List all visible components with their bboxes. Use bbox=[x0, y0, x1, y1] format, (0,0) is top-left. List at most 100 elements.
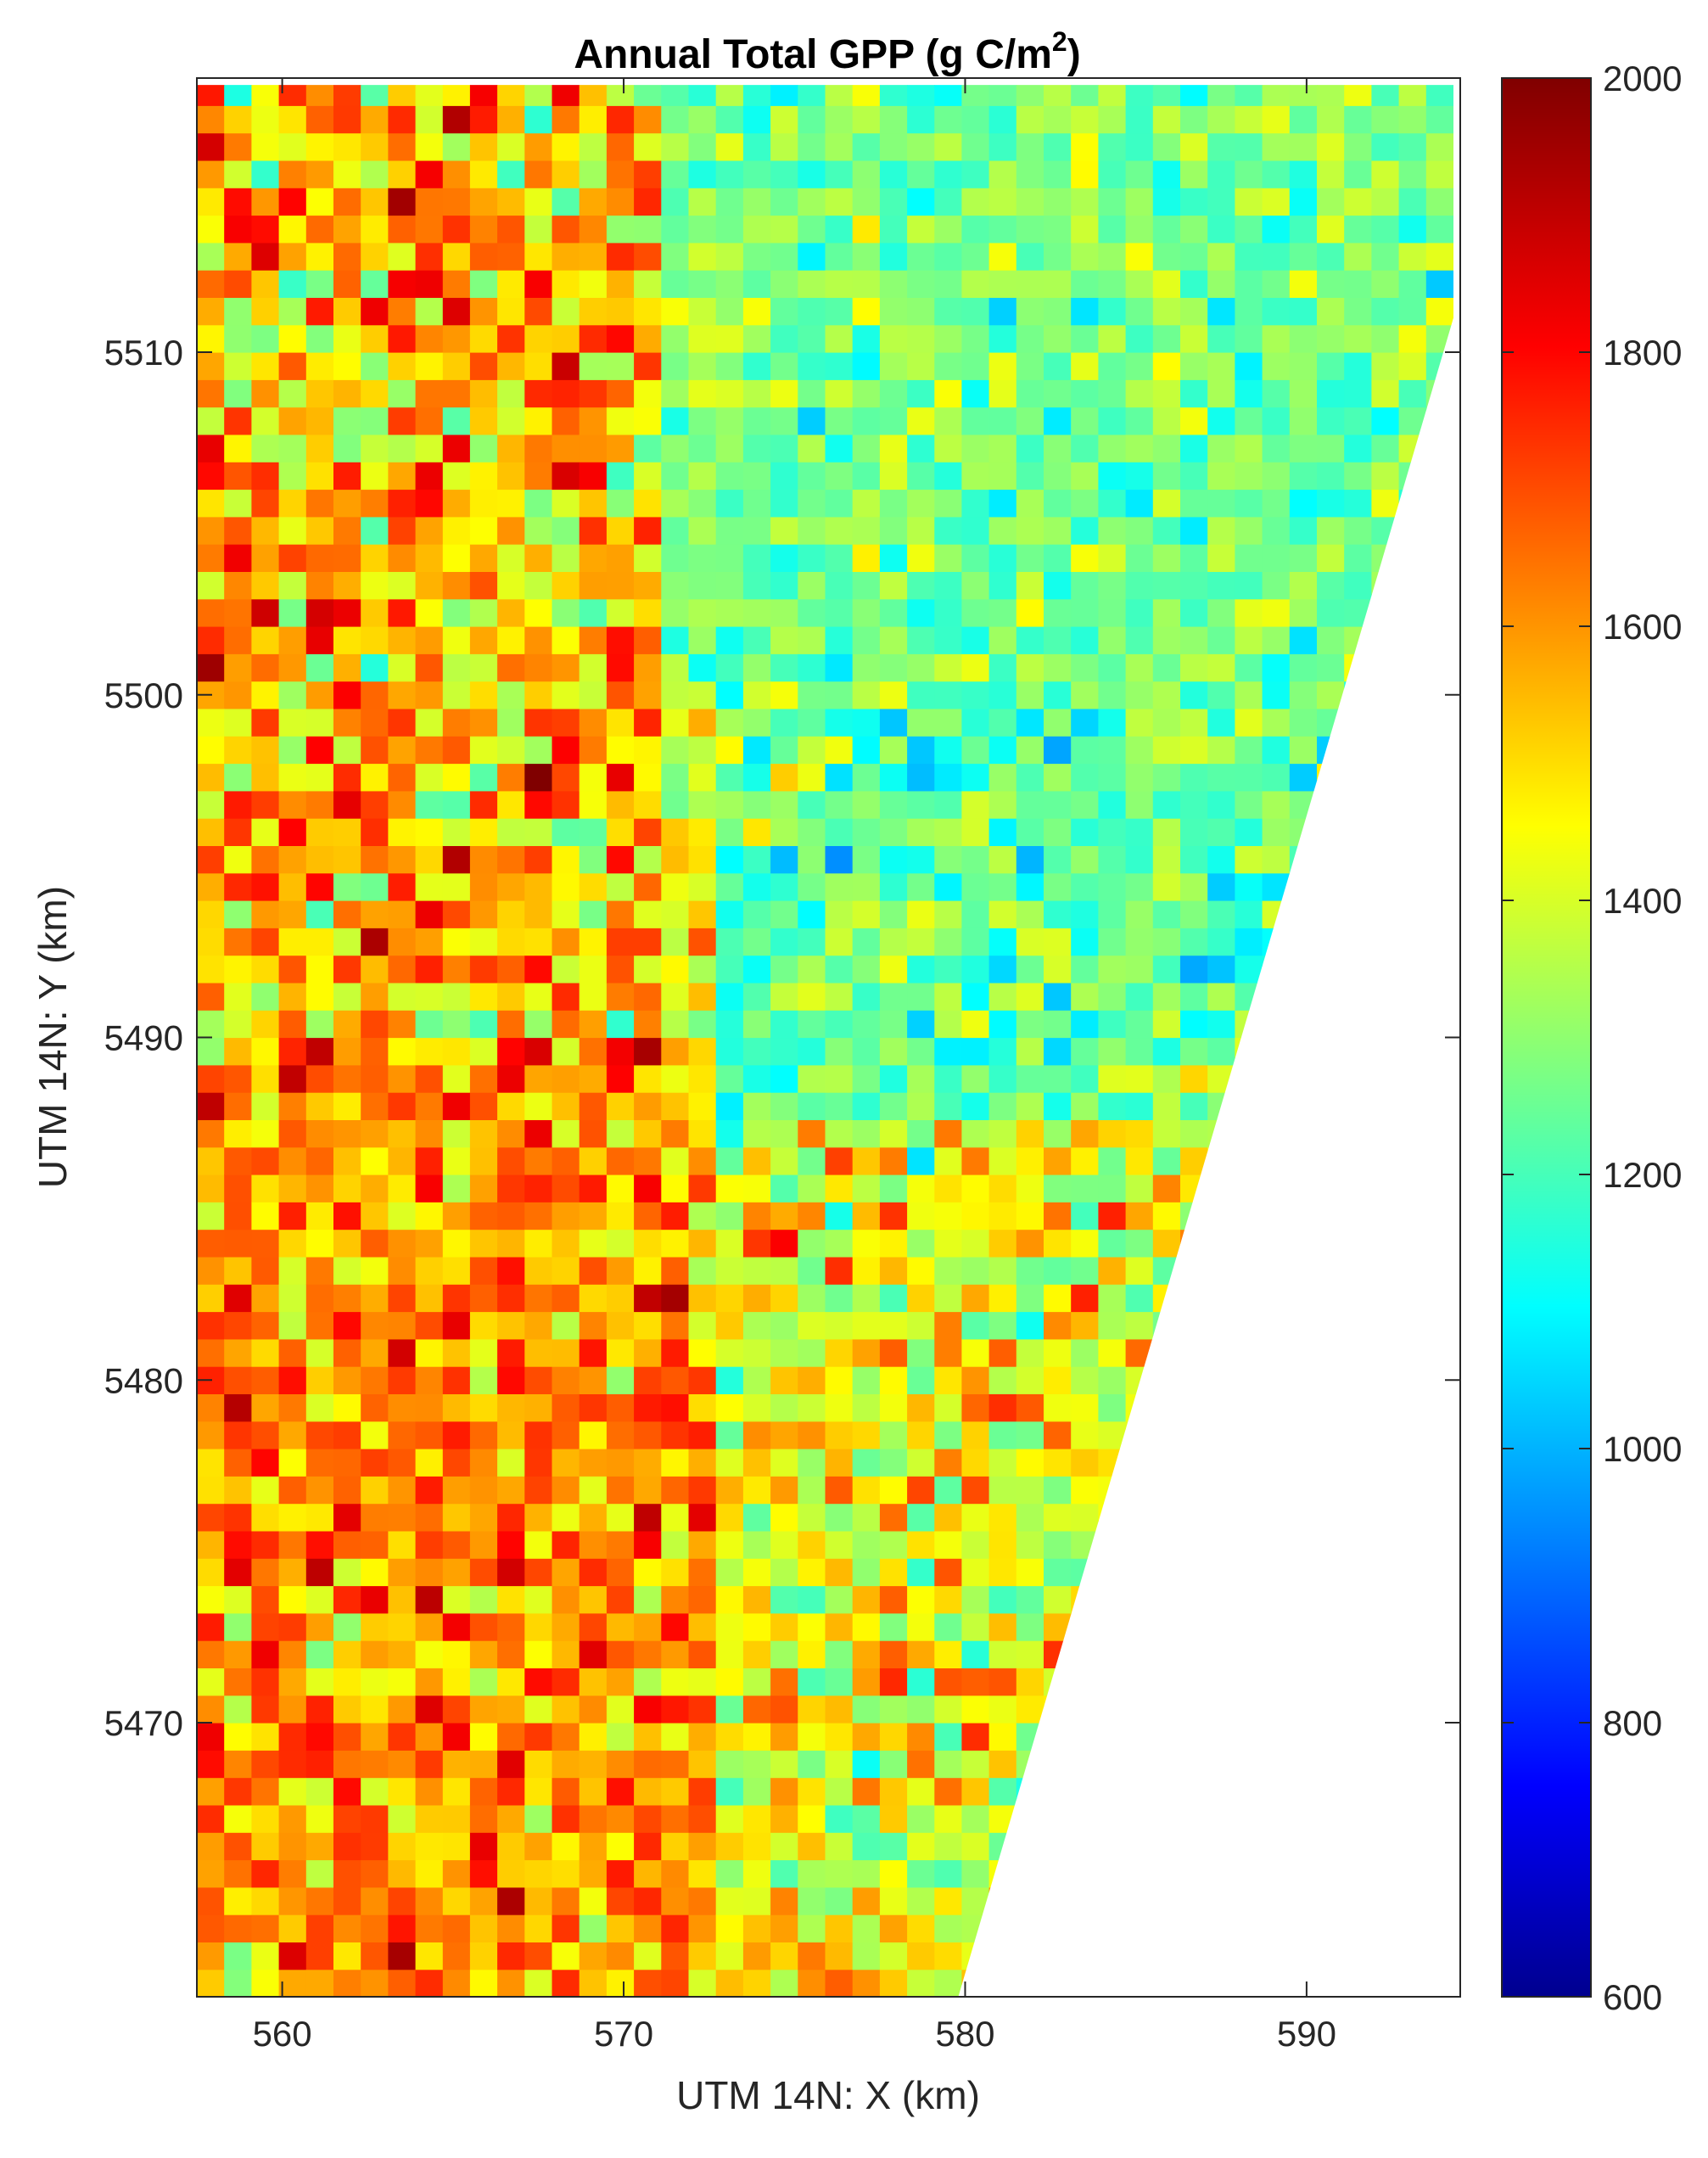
heatmap-cell bbox=[552, 955, 580, 984]
heatmap-cell bbox=[1044, 406, 1072, 435]
heatmap-cell bbox=[579, 818, 608, 846]
heatmap-cell bbox=[907, 489, 935, 518]
heatmap-cell bbox=[961, 571, 990, 600]
heatmap-cell bbox=[278, 1723, 307, 1751]
heatmap-cell bbox=[634, 1804, 662, 1833]
heatmap-cell bbox=[361, 928, 389, 956]
heatmap-cell bbox=[634, 1750, 662, 1779]
heatmap-cell bbox=[1425, 406, 1453, 435]
heatmap-cell bbox=[1180, 1530, 1208, 1559]
heatmap-cell bbox=[251, 160, 280, 188]
heatmap-cell bbox=[524, 928, 553, 956]
heatmap-cell bbox=[251, 872, 280, 901]
heatmap-cell bbox=[798, 1256, 826, 1285]
heatmap-cell bbox=[469, 845, 498, 874]
heatmap-cell bbox=[1398, 1942, 1427, 1970]
heatmap-cell bbox=[224, 900, 252, 928]
heatmap-cell bbox=[1371, 544, 1400, 572]
heatmap-cell bbox=[388, 1284, 417, 1313]
heatmap-cell bbox=[1207, 1832, 1235, 1861]
heatmap-cell bbox=[852, 653, 881, 682]
heatmap-cell bbox=[1317, 955, 1345, 984]
heatmap-cell bbox=[1016, 1668, 1044, 1696]
heatmap-cell bbox=[1180, 516, 1208, 545]
heatmap-cell bbox=[661, 1119, 690, 1148]
heatmap-cell bbox=[825, 406, 854, 435]
heatmap-cell bbox=[825, 1585, 854, 1614]
heatmap-cell bbox=[1371, 1695, 1400, 1724]
heatmap-cell bbox=[606, 1585, 635, 1614]
heatmap-cell bbox=[442, 1612, 471, 1641]
heatmap-cell bbox=[305, 1723, 334, 1751]
heatmap-cell bbox=[634, 1503, 662, 1532]
heatmap-cell bbox=[333, 1311, 361, 1340]
heatmap-cell bbox=[961, 462, 990, 490]
heatmap-cell bbox=[634, 790, 662, 819]
heatmap-cell bbox=[469, 324, 498, 353]
heatmap-cell bbox=[1371, 763, 1400, 792]
heatmap-cell bbox=[661, 1146, 690, 1175]
heatmap-cell bbox=[1207, 1119, 1235, 1148]
heatmap-cell bbox=[442, 1010, 471, 1039]
heatmap-cell bbox=[224, 1366, 252, 1394]
heatmap-cell bbox=[742, 1969, 771, 1997]
heatmap-cell bbox=[1262, 434, 1291, 462]
heatmap-cell bbox=[333, 790, 361, 819]
heatmap-cell bbox=[961, 1284, 990, 1313]
heatmap-cell bbox=[251, 736, 280, 765]
heatmap-cell bbox=[1098, 324, 1127, 353]
heatmap-cell bbox=[661, 1037, 690, 1066]
heatmap-cell bbox=[251, 1174, 280, 1202]
heatmap-cell bbox=[688, 1284, 717, 1313]
heatmap-cell bbox=[879, 1914, 908, 1942]
heatmap-cell bbox=[442, 1119, 471, 1148]
y-tick-label: 5500 bbox=[104, 675, 183, 715]
heatmap-cell bbox=[661, 105, 690, 134]
heatmap-cell bbox=[1235, 434, 1263, 462]
heatmap-cell bbox=[251, 653, 280, 682]
heatmap-cell bbox=[661, 1585, 690, 1614]
heatmap-cell bbox=[1044, 626, 1072, 654]
heatmap-cell bbox=[1398, 1777, 1427, 1806]
heatmap-cell bbox=[879, 763, 908, 792]
heatmap-cell bbox=[1235, 818, 1263, 846]
heatmap-cell bbox=[524, 763, 553, 792]
heatmap-cell bbox=[606, 626, 635, 654]
heatmap-cell bbox=[934, 1256, 963, 1285]
heatmap-cell bbox=[361, 132, 389, 161]
heatmap-cell bbox=[1152, 1640, 1181, 1668]
heatmap-cell bbox=[251, 708, 280, 737]
heatmap-cell bbox=[688, 215, 717, 244]
heatmap-cell bbox=[1071, 1146, 1099, 1175]
heatmap-cell bbox=[1098, 1668, 1127, 1696]
heatmap-cell bbox=[688, 1449, 717, 1477]
heatmap-cell bbox=[1152, 1476, 1181, 1505]
heatmap-cell bbox=[552, 544, 580, 572]
heatmap-cell bbox=[1398, 1284, 1427, 1313]
heatmap-cell bbox=[388, 242, 417, 271]
heatmap-cell bbox=[742, 790, 771, 819]
heatmap-cell bbox=[606, 132, 635, 161]
heatmap-cell bbox=[1207, 1421, 1235, 1449]
heatmap-cell bbox=[1317, 462, 1345, 490]
heatmap-cell bbox=[415, 242, 444, 271]
heatmap-cell bbox=[524, 1421, 553, 1449]
heatmap-cell bbox=[1262, 1942, 1291, 1970]
heatmap-cell bbox=[1207, 434, 1235, 462]
heatmap-cell bbox=[442, 516, 471, 545]
heatmap-cell bbox=[879, 982, 908, 1011]
heatmap-cell bbox=[934, 653, 963, 682]
y-tick-label: 5510 bbox=[104, 333, 183, 373]
heatmap-cell bbox=[1262, 1612, 1291, 1641]
heatmap-cell bbox=[934, 215, 963, 244]
heatmap-cell bbox=[1289, 489, 1318, 518]
heatmap-cell bbox=[1344, 1284, 1372, 1313]
heatmap-cell bbox=[552, 736, 580, 765]
heatmap-cell bbox=[552, 1476, 580, 1505]
heatmap-cell bbox=[197, 1256, 225, 1285]
heatmap-cell bbox=[224, 1037, 252, 1066]
heatmap-cell bbox=[1317, 571, 1345, 600]
heatmap-cell bbox=[961, 1804, 990, 1833]
heatmap-cell bbox=[1152, 1146, 1181, 1175]
heatmap-cell bbox=[825, 653, 854, 682]
